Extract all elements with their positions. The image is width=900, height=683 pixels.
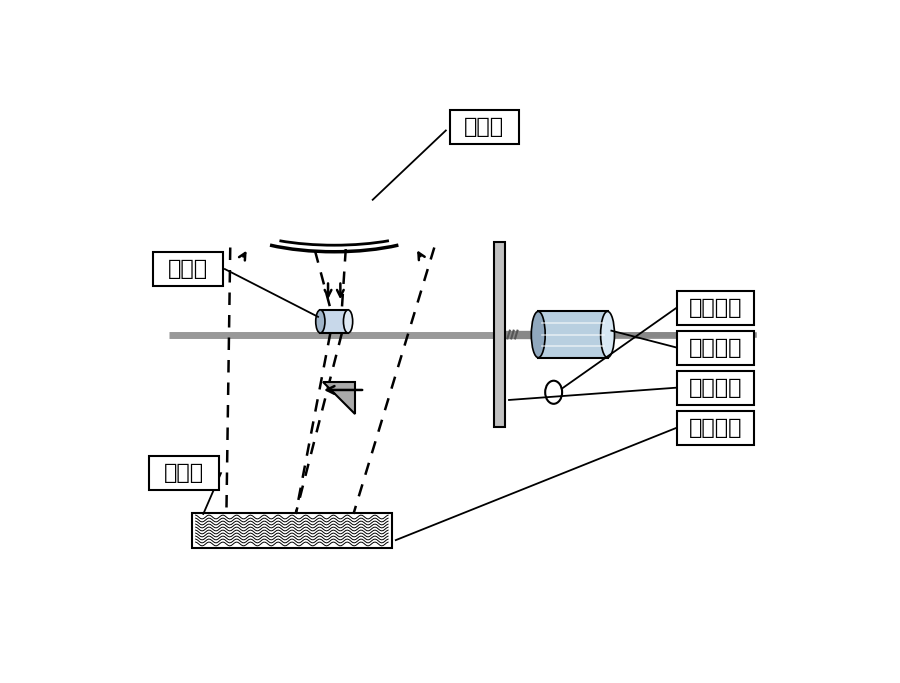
- Text: 探测器: 探测器: [167, 259, 208, 279]
- Bar: [677, 371, 754, 404]
- Text: 被测物: 被测物: [164, 463, 204, 483]
- Bar: [677, 291, 754, 324]
- Text: 滤光转轮: 滤光转轮: [688, 378, 742, 398]
- Ellipse shape: [344, 310, 353, 333]
- Bar: [149, 456, 219, 490]
- Bar: [153, 252, 222, 286]
- Bar: [320, 310, 348, 333]
- Bar: [677, 331, 754, 365]
- Ellipse shape: [531, 311, 545, 358]
- Bar: [677, 410, 754, 445]
- Text: 聚焦镜: 聚焦镜: [464, 117, 504, 137]
- Text: 无刷马达: 无刷马达: [688, 337, 742, 358]
- Bar: [450, 110, 519, 143]
- Text: 近红外光: 近红外光: [688, 418, 742, 438]
- Polygon shape: [322, 382, 355, 414]
- Text: 红外光源: 红外光源: [688, 298, 742, 318]
- Bar: [192, 513, 392, 548]
- Bar: [494, 242, 505, 427]
- Ellipse shape: [600, 311, 615, 358]
- Ellipse shape: [545, 380, 562, 404]
- Bar: [538, 311, 608, 358]
- Ellipse shape: [316, 310, 325, 333]
